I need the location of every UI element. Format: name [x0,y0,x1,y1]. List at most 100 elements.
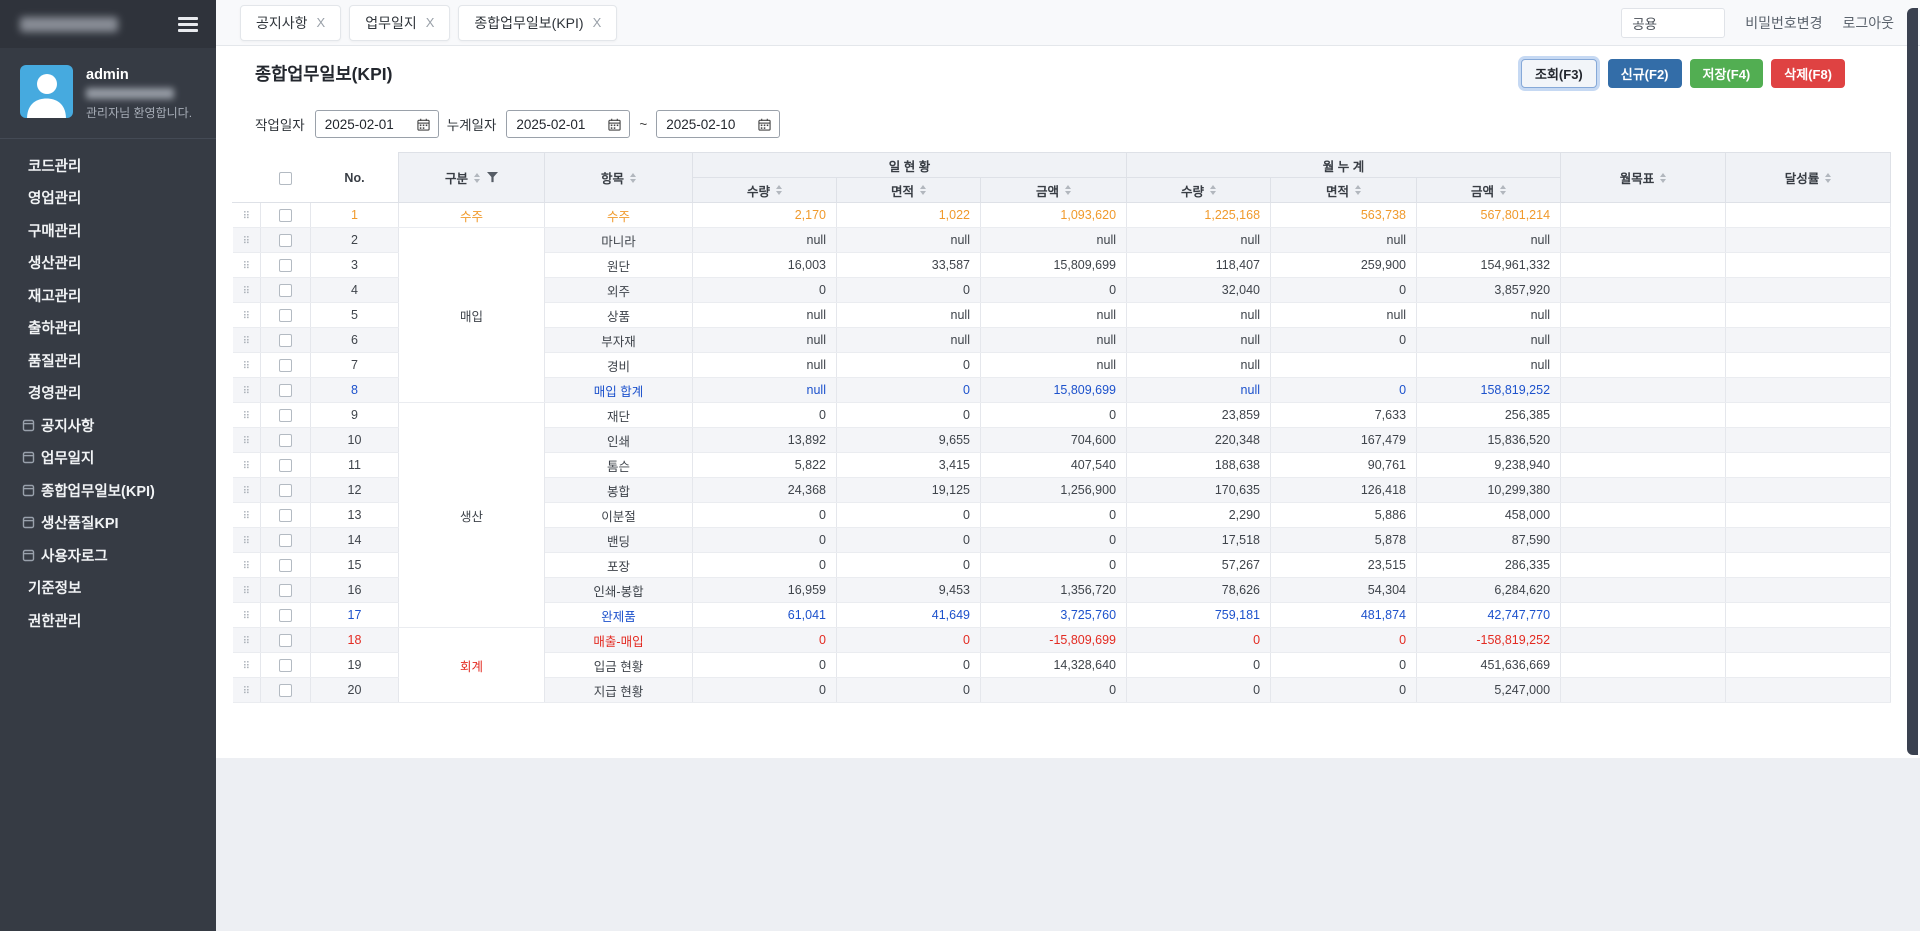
col-header-category[interactable]: 구분 [398,152,545,203]
sidebar-item-6[interactable]: 품질관리 [28,353,82,370]
page-background [216,758,1920,931]
value-cell: 451,636,669 [1416,652,1562,678]
rate-cell [1725,427,1892,453]
row-checkbox[interactable] [279,334,292,348]
tab-close-icon[interactable]: X [425,15,435,30]
tab-close-icon[interactable]: X [316,15,326,30]
row-checkbox[interactable] [279,509,292,523]
col-header-area-monthly[interactable]: 면적 [1270,177,1418,203]
row-number: 15 [310,552,399,578]
row-checkbox[interactable] [279,659,292,673]
sidebar-item-12[interactable]: 사용자로그 [0,539,216,572]
delete-button[interactable]: 삭제(F8) [1771,59,1845,88]
col-header-qty-monthly[interactable]: 수량 [1126,177,1272,203]
tab-0[interactable]: 공지사항 X [240,4,342,41]
tab-1[interactable]: 업무일지 X [349,4,451,41]
row-checkbox[interactable] [279,309,292,323]
value-cell: 188,638 [1126,452,1272,478]
row-checkbox[interactable] [279,234,292,248]
drag-handle-icon[interactable]: ⠿ [242,511,250,522]
drag-handle-icon[interactable]: ⠿ [242,536,250,547]
drag-handle-icon[interactable]: ⠿ [242,586,250,597]
drag-handle-icon[interactable]: ⠿ [242,436,250,447]
col-header-area-daily[interactable]: 면적 [836,177,981,203]
search-button[interactable]: 조회(F3) [1521,59,1597,88]
col-header-amount-monthly[interactable]: 금액 [1416,177,1562,203]
row-checkbox[interactable] [279,284,292,298]
sidebar-item-11[interactable]: 생산품질KPI [0,507,216,540]
sidebar-item-10[interactable]: 종합업무일보(KPI) [0,474,216,507]
row-number: 11 [310,452,399,478]
right-drawer-handle[interactable] [1907,8,1918,755]
sidebar-item-8[interactable]: 공지사항 [0,409,216,442]
drag-handle-icon[interactable]: ⠿ [242,361,250,372]
row-checkbox[interactable] [279,534,292,548]
table-row: ⠿ 10 인쇄 13,892 9,655 704,600 220,348 167,479 15,… [232,427,1892,453]
row-checkbox[interactable] [279,259,292,273]
drag-handle-icon[interactable]: ⠿ [242,236,250,247]
shared-input[interactable] [1621,7,1726,38]
col-header-item[interactable]: 항목 [544,152,693,203]
row-checkbox[interactable] [279,359,292,373]
hamburger-menu-icon[interactable] [178,14,198,35]
drag-handle-icon[interactable]: ⠿ [242,336,250,347]
logout-link[interactable]: 로그아웃 [1842,14,1894,31]
row-checkbox[interactable] [279,584,292,598]
table-row: ⠿ 19 입금 현황 0 0 14,328,640 0 0 451,636,669 [232,652,1892,678]
row-checkbox[interactable] [279,634,292,648]
row-checkbox[interactable] [279,459,292,473]
value-cell: 0 [980,277,1128,303]
tab-close-icon[interactable]: X [592,15,602,30]
tab-2[interactable]: 종합업무일보(KPI) X [458,4,618,41]
drag-handle-icon[interactable]: ⠿ [242,261,250,272]
sidebar-item-3[interactable]: 생산관리 [28,256,82,273]
sidebar-item-0[interactable]: 코드관리 [28,158,82,175]
value-cell: 259,900 [1270,252,1418,278]
drag-handle-icon[interactable]: ⠿ [242,486,250,497]
sidebar-item-7[interactable]: 경영관리 [28,386,82,403]
drag-handle-icon[interactable]: ⠿ [242,386,250,397]
drag-handle-icon[interactable]: ⠿ [242,311,250,322]
select-all-checkbox[interactable] [279,171,292,185]
row-checkbox[interactable] [279,409,292,423]
sidebar-item-1[interactable]: 영업관리 [28,191,82,208]
save-button[interactable]: 저장(F4) [1689,59,1764,88]
col-header-achievement-rate[interactable]: 달성률 [1725,152,1892,203]
row-checkbox[interactable] [279,384,292,398]
row-checkbox[interactable] [279,209,292,223]
drag-handle-icon[interactable]: ⠿ [242,211,250,222]
drag-handle-icon[interactable]: ⠿ [242,611,250,622]
row-checkbox[interactable] [279,609,292,623]
col-header-amount-daily[interactable]: 금액 [979,177,1128,203]
goal-cell [1560,527,1727,553]
item-cell: 외주 [544,277,693,303]
drag-handle-icon[interactable]: ⠿ [242,411,250,422]
row-checkbox[interactable] [279,434,292,448]
cumulative-from-input[interactable]: 2025-02-01 [506,110,631,138]
cumulative-to-input[interactable]: 2025-02-10 [656,110,781,138]
work-date-input[interactable]: 2025-02-01 [314,110,439,138]
sidebar-item-4[interactable]: 재고관리 [28,288,82,305]
sidebar-item-14[interactable]: 권한관리 [28,613,82,630]
drag-handle-icon[interactable]: ⠿ [242,661,250,672]
change-password-link[interactable]: 비밀번호변경 [1745,14,1823,31]
rate-cell [1725,227,1892,253]
drag-handle-icon[interactable]: ⠿ [242,636,250,647]
sidebar-item-5[interactable]: 출하관리 [28,321,82,338]
drag-handle-icon[interactable]: ⠿ [242,286,250,297]
row-checkbox[interactable] [279,484,292,498]
new-button[interactable]: 신규(F2) [1607,59,1682,88]
sidebar-item-2[interactable]: 구매관리 [28,223,82,240]
row-checkbox[interactable] [279,559,292,573]
rate-cell [1725,302,1892,328]
col-header-monthly-goal[interactable]: 월목표 [1560,152,1727,203]
drag-handle-icon[interactable]: ⠿ [242,686,250,697]
goal-cell [1560,627,1727,653]
row-checkbox[interactable] [279,684,292,698]
sidebar-item-9[interactable]: 업무일지 [0,442,216,475]
col-header-qty-daily[interactable]: 수량 [692,177,837,203]
drag-handle-icon[interactable]: ⠿ [242,561,250,572]
drag-handle-icon[interactable]: ⠿ [242,461,250,472]
sidebar-item-13[interactable]: 기준정보 [28,581,82,598]
